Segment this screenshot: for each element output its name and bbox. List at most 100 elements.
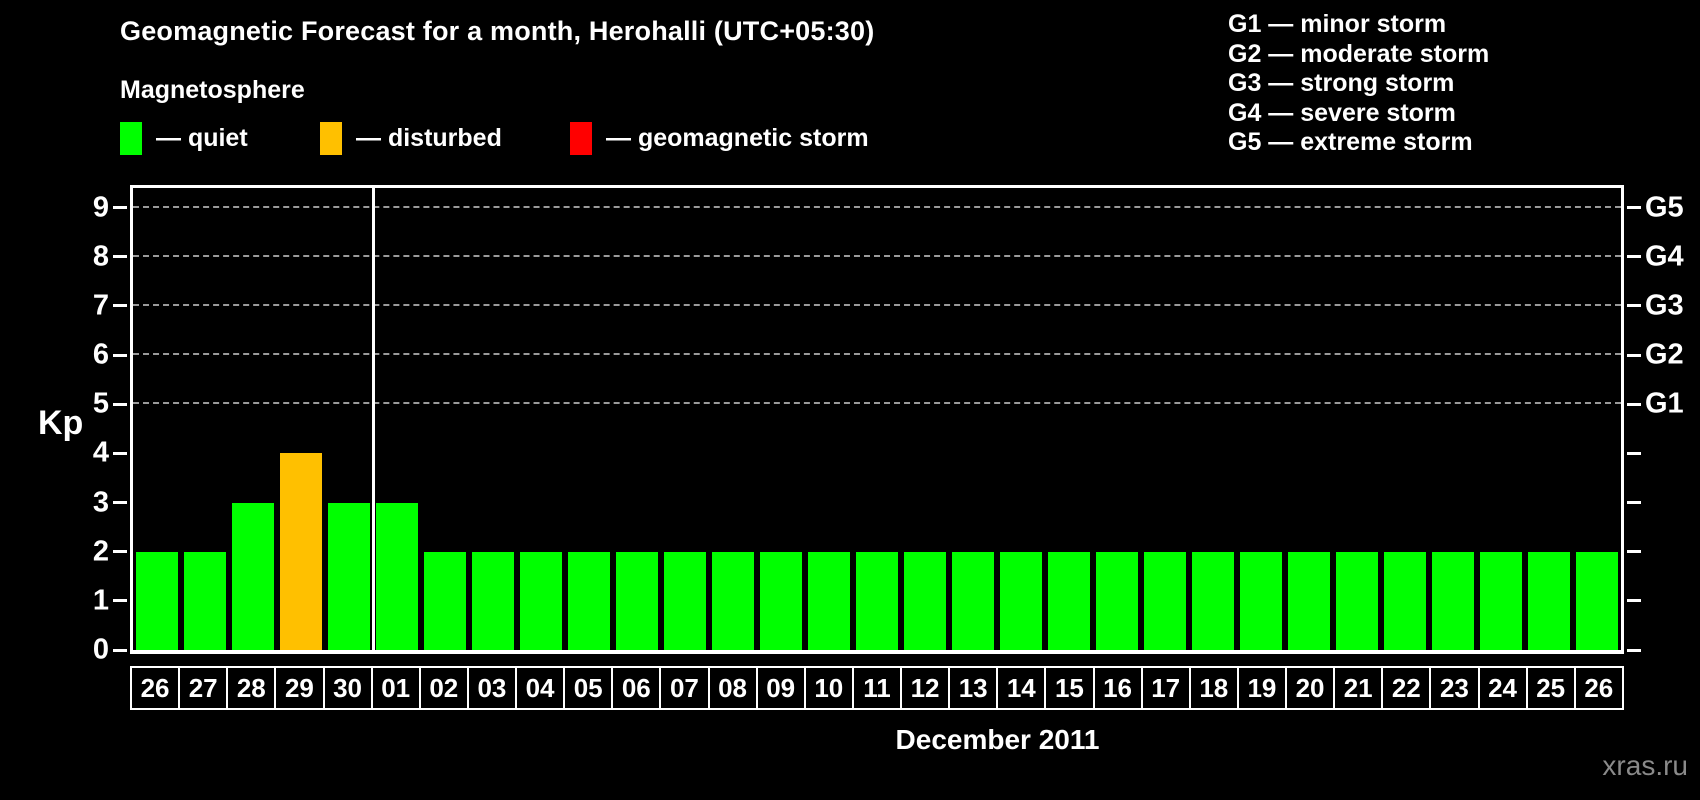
x-axis-day-labels: 26 27 28 29 30 01 02 03 04 05 06 07 08 09 10 11 12 13 14 15… (130, 666, 1624, 710)
y-tick-label: 3 (92, 486, 109, 519)
y-tick (113, 353, 127, 357)
day-label-cell: 11 (851, 666, 900, 710)
bar-slot (1381, 188, 1429, 650)
bar (904, 551, 946, 650)
y-tick (113, 451, 127, 455)
bar-slot (277, 188, 325, 650)
bar (712, 551, 754, 650)
legend-item-label: — geomagnetic storm (606, 123, 869, 152)
legend-item-quiet: — quiet (120, 120, 248, 156)
day-label-cell: 12 (900, 666, 949, 710)
y-tick (113, 501, 127, 505)
bar (1576, 551, 1618, 650)
bar (1000, 551, 1042, 650)
day-label-cell: 08 (707, 666, 756, 710)
bar (1048, 551, 1090, 650)
day-label-cell: 30 (322, 666, 371, 710)
bar-slot (757, 188, 805, 650)
bar-slot (1045, 188, 1093, 650)
day-label-cell: 29 (274, 666, 323, 710)
y-tick-label: 0 (92, 633, 109, 666)
day-label-cell: 24 (1477, 666, 1526, 710)
y-tick (1627, 451, 1641, 455)
magnetosphere-legend-heading: Magnetosphere (120, 76, 305, 104)
bar-slot (1429, 188, 1477, 650)
y-tick (113, 255, 127, 259)
y-tick (1627, 255, 1641, 259)
bar (1192, 551, 1234, 650)
y-axis-title: Kp (38, 404, 84, 442)
y-tick (113, 550, 127, 554)
storm-scale-line: G2 — moderate storm (1228, 39, 1490, 68)
y-tick (1627, 206, 1641, 210)
disturbed-color-swatch (320, 121, 342, 155)
bar-slot (613, 188, 661, 650)
g-scale-label: G1 (1645, 387, 1684, 420)
bar-slot (661, 188, 709, 650)
bar-slot (565, 188, 613, 650)
day-label-cell: 07 (659, 666, 708, 710)
gridline (133, 254, 1621, 257)
bar (472, 551, 514, 650)
bar-slot (997, 188, 1045, 650)
g-scale-label: G4 (1645, 240, 1684, 273)
y-tick (113, 304, 127, 308)
bar-slot (949, 188, 997, 650)
bar (952, 551, 994, 650)
bars (133, 188, 1621, 650)
day-label-cell: 01 (370, 666, 419, 710)
bar-slot (373, 188, 421, 650)
bar (616, 551, 658, 650)
y-tick-label: 1 (92, 584, 109, 617)
y-tick-label: 5 (92, 387, 109, 420)
day-label-cell: 25 (1525, 666, 1574, 710)
day-label-cell: 10 (803, 666, 852, 710)
quiet-color-swatch (120, 121, 142, 155)
g-scale-label: G5 (1645, 191, 1684, 224)
bar (1480, 551, 1522, 650)
bar (1384, 551, 1426, 650)
y-tick (113, 206, 127, 210)
day-label-cell: 17 (1140, 666, 1189, 710)
bar (664, 551, 706, 650)
bar-slot (805, 188, 853, 650)
month-separator-line (371, 188, 375, 650)
bar (1432, 551, 1474, 650)
y-tick (1627, 402, 1641, 406)
day-label-cell: 18 (1188, 666, 1237, 710)
storm-scale-legend: G1 — minor storm G2 — moderate storm G3 — … (1228, 10, 1489, 158)
day-label-cell: 19 (1236, 666, 1285, 710)
bar (136, 551, 178, 650)
bar (1336, 551, 1378, 650)
legend-item-disturbed: — disturbed (320, 120, 502, 156)
y-tick-label: 2 (92, 535, 109, 568)
legend-item-label: — disturbed (356, 123, 502, 152)
bar-slot (469, 188, 517, 650)
day-label-cell: 05 (563, 666, 612, 710)
y-tick (1627, 304, 1641, 308)
storm-scale-line: G1 — minor storm (1228, 10, 1447, 38)
g-scale-label: G3 (1645, 289, 1684, 322)
bar-slot (1525, 188, 1573, 650)
day-label-cell: 21 (1333, 666, 1382, 710)
y-tick (1627, 353, 1641, 357)
bar-slot (1141, 188, 1189, 650)
bar-slot (325, 188, 373, 650)
bar-slot (133, 188, 181, 650)
bar-slot (1573, 188, 1621, 650)
day-label-cell: 16 (1092, 666, 1141, 710)
y-tick (1627, 648, 1641, 652)
day-label-cell: 09 (755, 666, 804, 710)
bar-slot (901, 188, 949, 650)
y-tick (1627, 599, 1641, 603)
day-label-cell: 23 (1429, 666, 1478, 710)
bar-slot (517, 188, 565, 650)
bar-slot (1477, 188, 1525, 650)
y-tick (113, 599, 127, 603)
bar (328, 502, 370, 650)
bar-slot (1237, 188, 1285, 650)
bar (184, 551, 226, 650)
y-tick-label: 7 (92, 289, 109, 322)
bar (808, 551, 850, 650)
